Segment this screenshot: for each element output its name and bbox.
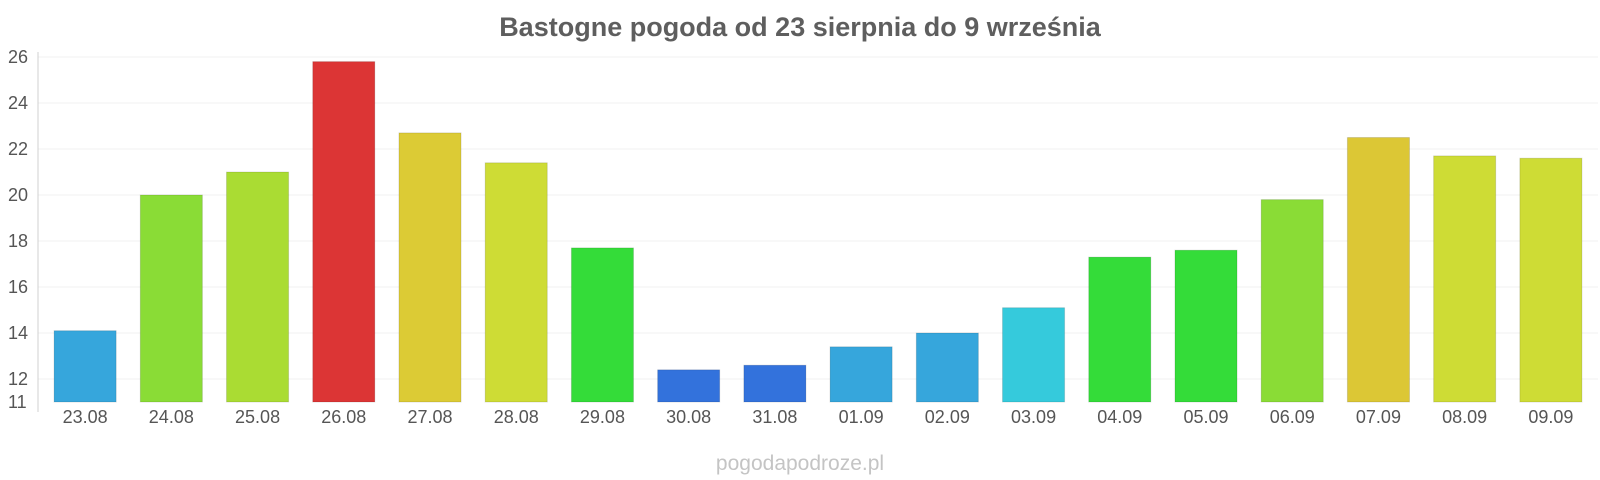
bar-26.08 <box>312 61 376 403</box>
bar-07.09 <box>1346 137 1410 403</box>
bar-27.08 <box>398 132 462 403</box>
x-axis-ticks: 23.08 24.08 25.08 26.08 27.08 28.08 29.08 30.08… <box>63 407 1574 427</box>
x-tick-label: 01.09 <box>839 407 884 427</box>
bar-24.08 <box>139 194 203 403</box>
y-tick-label: 22 <box>8 139 28 159</box>
bar-25.08 <box>226 171 290 403</box>
y-tick-label: 11 <box>8 392 27 412</box>
x-tick-label: 24.08 <box>149 407 194 427</box>
x-tick-label: 30.08 <box>666 407 711 427</box>
x-tick-label: 31.08 <box>752 407 797 427</box>
chart-title: Bastogne pogoda od 23 sierpnia do 9 wrze… <box>499 12 1102 42</box>
x-tick-label: 04.09 <box>1097 407 1142 427</box>
bar-29.08 <box>570 247 634 403</box>
y-tick-label: 24 <box>8 93 28 113</box>
y-tick-label: 20 <box>8 185 28 205</box>
bar-23.08 <box>53 330 117 403</box>
gridlines <box>38 56 1598 380</box>
bar-08.09 <box>1433 155 1497 403</box>
bar-01.09 <box>829 346 893 403</box>
x-tick-label: 03.09 <box>1011 407 1056 427</box>
watermark: pogodapodroze.pl <box>716 452 884 475</box>
bar-28.08 <box>484 162 548 403</box>
x-tick-label: 28.08 <box>494 407 539 427</box>
x-tick-label: 06.09 <box>1270 407 1315 427</box>
bar-02.09 <box>915 332 979 403</box>
x-tick-label: 25.08 <box>235 407 280 427</box>
bar-30.08 <box>657 369 721 403</box>
y-tick-label: 14 <box>8 323 28 343</box>
x-tick-label: 02.09 <box>925 407 970 427</box>
y-tick-label: 12 <box>8 369 28 389</box>
x-tick-label: 29.08 <box>580 407 625 427</box>
bar-31.08 <box>743 364 807 403</box>
y-axis-ticks: 11 12 14 16 18 20 22 24 26 <box>8 47 28 412</box>
x-tick-label: 27.08 <box>407 407 452 427</box>
bar-06.09 <box>1260 199 1324 403</box>
bar-04.09 <box>1088 256 1152 403</box>
x-tick-label: 09.09 <box>1528 407 1573 427</box>
y-tick-label: 26 <box>8 47 28 67</box>
x-tick-label: 07.09 <box>1356 407 1401 427</box>
x-tick-label: 05.09 <box>1183 407 1228 427</box>
bars <box>53 61 1583 403</box>
y-tick-label: 16 <box>8 277 28 297</box>
bar-05.09 <box>1174 249 1238 403</box>
bar-09.09 <box>1519 157 1583 403</box>
x-tick-label: 23.08 <box>63 407 108 427</box>
x-tick-label: 26.08 <box>321 407 366 427</box>
y-tick-label: 18 <box>8 231 28 251</box>
bar-03.09 <box>1002 307 1066 403</box>
x-tick-label: 08.09 <box>1442 407 1487 427</box>
